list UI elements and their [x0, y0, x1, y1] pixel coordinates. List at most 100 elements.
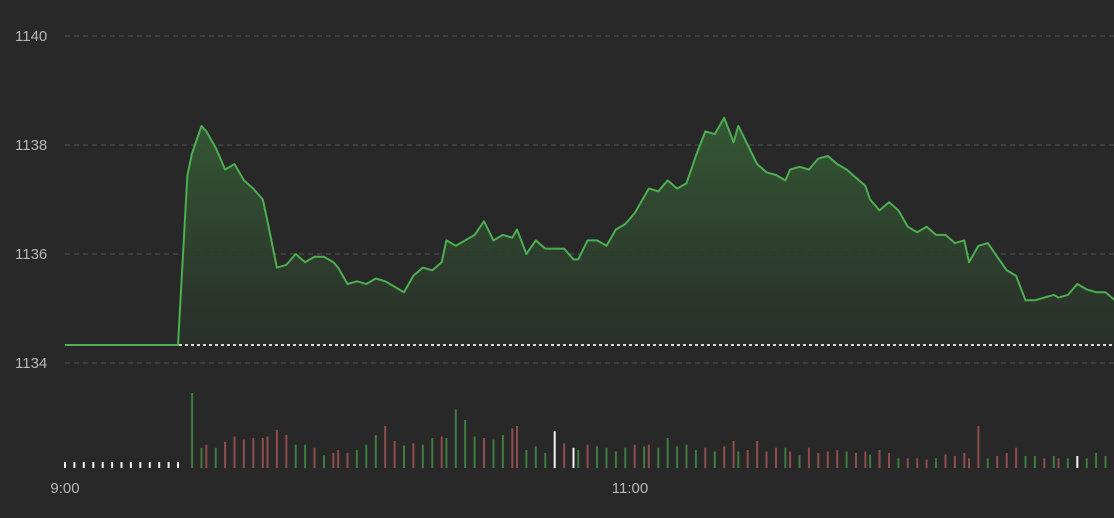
- volume-bar: [275, 429, 278, 469]
- volume-bar: [365, 444, 368, 469]
- volume-bar: [1057, 458, 1060, 469]
- volume-bar: [111, 462, 114, 468]
- volume-layer: [64, 393, 1107, 469]
- volume-bar: [1043, 458, 1046, 469]
- volume-bar: [483, 438, 485, 468]
- volume-bar: [986, 458, 989, 469]
- volume-bar: [798, 455, 801, 469]
- volume-bar: [666, 438, 669, 468]
- volume-bar: [633, 444, 636, 469]
- volume-bar: [756, 441, 759, 468]
- volume-bar: [963, 453, 966, 468]
- volume-bar: [878, 450, 881, 468]
- volume-bar: [252, 438, 255, 468]
- volume-bar: [723, 446, 726, 469]
- volume-bar: [624, 447, 627, 469]
- volume-bar: [332, 453, 335, 468]
- volume-bar: [1095, 453, 1098, 468]
- x-tick-label: 9:00: [50, 480, 79, 497]
- volume-bar: [261, 438, 264, 468]
- volume-bar: [869, 454, 872, 468]
- volume-bar: [337, 450, 340, 468]
- volume-bar: [775, 447, 777, 469]
- line-layer: [65, 116, 1114, 346]
- volume-bar: [836, 450, 839, 468]
- volume-bar: [596, 446, 598, 469]
- volume-bar: [224, 441, 227, 469]
- volume-bar: [746, 450, 749, 468]
- volume-bar: [492, 439, 495, 468]
- label-layer: 1134 1136 1138 1140 9:00 11:00: [15, 28, 648, 497]
- volume-bar: [1052, 456, 1055, 468]
- volume-bar: [313, 447, 316, 469]
- volume-bar: [534, 446, 537, 469]
- volume-bar: [214, 447, 217, 469]
- volume-bar: [92, 462, 95, 468]
- volume-bar: [158, 462, 161, 468]
- volume-bar: [374, 435, 377, 468]
- volume-bar: [817, 453, 820, 468]
- volume-bar: [737, 451, 740, 468]
- volume-bar: [577, 450, 580, 468]
- volume-bar: [64, 462, 66, 468]
- volume-bar: [704, 447, 707, 469]
- volume-bar: [242, 439, 245, 468]
- y-tick-label: 1138: [15, 137, 47, 154]
- volume-bar: [906, 458, 909, 469]
- volume-bar: [73, 462, 76, 468]
- volume-bar: [953, 456, 956, 468]
- volume-bar: [120, 462, 123, 468]
- volume-bar: [1005, 453, 1008, 468]
- volume-bar: [511, 428, 514, 469]
- volume-bar: [1015, 447, 1018, 469]
- volume-bar: [968, 458, 970, 469]
- volume-bar: [685, 444, 688, 469]
- volume-bar: [177, 462, 179, 468]
- volume-bar: [1085, 458, 1088, 469]
- volume-bar: [713, 451, 716, 468]
- price-line: [65, 116, 1114, 346]
- volume-bar: [864, 451, 867, 468]
- volume-bar: [647, 444, 650, 469]
- volume-bar: [129, 462, 132, 468]
- volume-bar: [445, 438, 448, 468]
- volume-bar: [1066, 458, 1069, 469]
- volume-bar: [304, 444, 307, 469]
- volume-bar: [765, 451, 768, 468]
- x-tick-label: 11:00: [612, 480, 648, 497]
- price-area-fill: [65, 117, 1114, 345]
- volume-bar: [1076, 456, 1079, 468]
- volume-bar: [732, 441, 735, 468]
- volume-bar: [101, 462, 104, 468]
- volume-bar: [784, 447, 787, 469]
- y-tick-label: 1134: [15, 355, 47, 372]
- volume-bar: [473, 436, 476, 468]
- volume-bar: [440, 436, 443, 468]
- volume-bar: [614, 451, 617, 468]
- volume-bar: [888, 453, 890, 468]
- volume-bar: [82, 462, 85, 468]
- volume-bar: [525, 450, 528, 468]
- volume-bar: [167, 462, 170, 468]
- volume-bar: [431, 438, 434, 468]
- volume-bar: [544, 453, 547, 468]
- volume-bar: [233, 436, 236, 468]
- volume-bar: [454, 409, 457, 468]
- volume-bar: [845, 451, 848, 468]
- volume-bar: [925, 459, 928, 469]
- volume-bar: [826, 451, 829, 468]
- volume-bar: [996, 456, 999, 468]
- volume-bar: [1104, 456, 1107, 468]
- volume-bar: [807, 447, 810, 469]
- volume-bar: [285, 435, 288, 468]
- volume-bar: [643, 446, 646, 469]
- volume-bar: [694, 450, 697, 468]
- volume-bar: [563, 443, 566, 469]
- volume-bar: [403, 445, 405, 468]
- volume-bar: [501, 435, 504, 468]
- volume-bar: [200, 447, 203, 469]
- volume-bar: [294, 444, 297, 469]
- volume-bar: [553, 431, 556, 469]
